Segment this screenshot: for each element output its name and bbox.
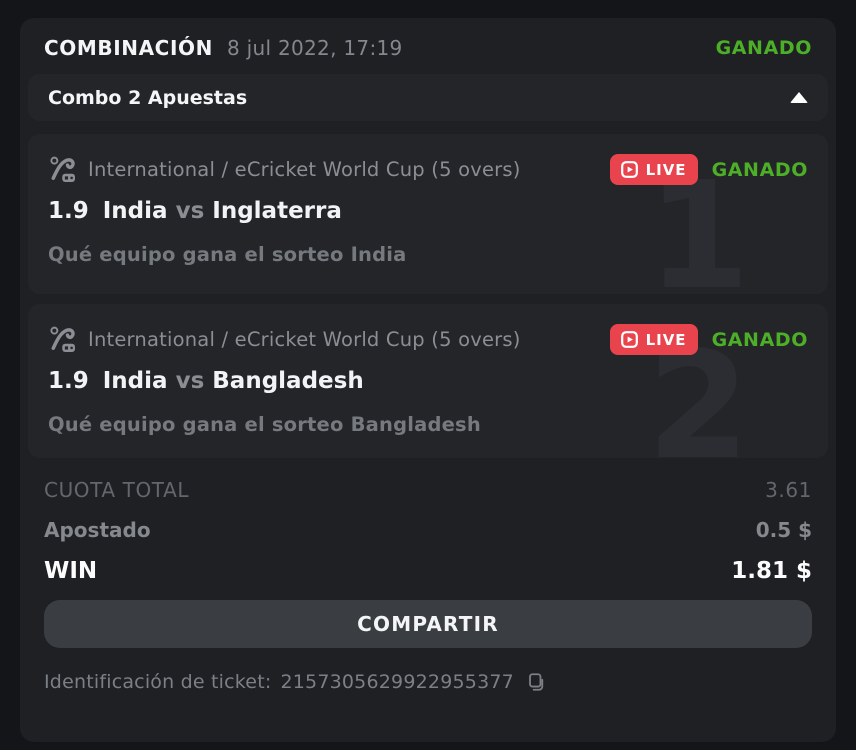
live-play-icon bbox=[620, 331, 638, 348]
win-row: WIN 1.81 $ bbox=[44, 558, 812, 584]
bet-status-group: LIVE GANADO bbox=[609, 324, 808, 355]
bet-team-away: Inglaterra bbox=[212, 198, 342, 224]
bet-status-group: LIVE GANADO bbox=[609, 154, 808, 185]
ticket-id-value: 2157305629922955377 bbox=[280, 671, 514, 693]
stake-label: Apostado bbox=[44, 518, 151, 542]
stake-value: 0.5 $ bbox=[755, 518, 812, 542]
total-odds-value: 3.61 bbox=[765, 478, 812, 502]
bet-top-row: International / eCricket World Cup (5 ov… bbox=[48, 324, 808, 355]
combo-label: Combo 2 Apuestas bbox=[48, 86, 248, 109]
bet-item: 1 International / eCricket World Cup (5 … bbox=[28, 134, 828, 294]
bet-team-home: India bbox=[102, 368, 168, 394]
bet-item: 2 International / eCricket World Cup (5 … bbox=[28, 304, 828, 458]
ticket-header: COMBINACIÓN 8 jul 2022, 17:19 GANADO bbox=[28, 18, 828, 74]
combo-header[interactable]: Combo 2 Apuestas bbox=[28, 74, 828, 121]
bet-status-badge: GANADO bbox=[711, 328, 808, 351]
win-label: WIN bbox=[44, 558, 98, 584]
bet-top-row: International / eCricket World Cup (5 ov… bbox=[48, 154, 808, 185]
bet-match-line: 1.9 India vs Bangladesh bbox=[48, 368, 808, 394]
bet-ticket-card: COMBINACIÓN 8 jul 2022, 17:19 GANADO Com… bbox=[20, 18, 836, 742]
bet-team-away: Bangladesh bbox=[212, 368, 364, 394]
esports-icon bbox=[48, 155, 78, 185]
share-button[interactable]: COMPARTIR bbox=[44, 600, 812, 648]
live-badge: LIVE bbox=[609, 324, 698, 355]
esports-icon bbox=[48, 325, 78, 355]
bet-odds: 1.9 bbox=[48, 368, 89, 394]
live-badge: LIVE bbox=[609, 154, 698, 185]
bet-status-badge: GANADO bbox=[711, 158, 808, 181]
bet-team-home: India bbox=[102, 198, 168, 224]
bet-league: International / eCricket World Cup (5 ov… bbox=[88, 158, 521, 181]
totals-section: CUOTA TOTAL 3.61 Apostado 0.5 $ WIN 1.81… bbox=[28, 468, 828, 584]
total-odds-row: CUOTA TOTAL 3.61 bbox=[44, 478, 812, 502]
stake-row: Apostado 0.5 $ bbox=[44, 518, 812, 542]
bet-league: International / eCricket World Cup (5 ov… bbox=[88, 328, 521, 351]
bet-number-watermark: 1 bbox=[647, 150, 750, 294]
bet-match-line: 1.9 India vs Inglaterra bbox=[48, 198, 808, 224]
live-play-icon bbox=[620, 161, 638, 178]
total-odds-label: CUOTA TOTAL bbox=[44, 478, 190, 502]
bet-vs: vs bbox=[175, 198, 205, 224]
collapse-arrow-icon[interactable] bbox=[790, 92, 808, 103]
bet-market: Qué equipo gana el sorteo India bbox=[48, 243, 407, 266]
ticket-datetime: 8 jul 2022, 17:19 bbox=[226, 36, 403, 60]
live-label: LIVE bbox=[645, 330, 687, 349]
bet-odds: 1.9 bbox=[48, 198, 89, 224]
copy-icon[interactable] bbox=[525, 672, 545, 692]
ticket-type-title: COMBINACIÓN bbox=[44, 36, 213, 60]
ticket-id-label: Identificación de ticket: bbox=[44, 671, 272, 693]
ticket-status-badge: GANADO bbox=[715, 37, 812, 59]
live-label: LIVE bbox=[645, 160, 687, 179]
ticket-id-row: Identificación de ticket: 21573056299229… bbox=[44, 671, 812, 693]
bet-number-watermark: 2 bbox=[647, 320, 750, 458]
bet-vs: vs bbox=[175, 368, 205, 394]
win-value: 1.81 $ bbox=[731, 558, 812, 584]
bet-market: Qué equipo gana el sorteo Bangladesh bbox=[48, 413, 481, 436]
